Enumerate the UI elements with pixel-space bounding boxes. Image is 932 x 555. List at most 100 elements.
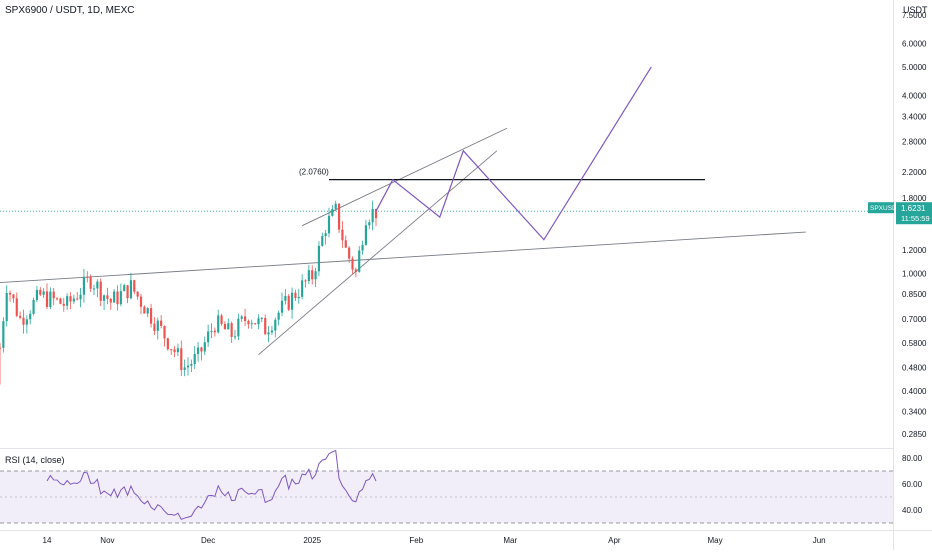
price-pane[interactable] — [0, 0, 893, 448]
candle[interactable] — [280, 300, 284, 313]
candle[interactable] — [12, 294, 15, 299]
candle[interactable] — [149, 308, 153, 324]
candle[interactable] — [22, 317, 25, 325]
candle[interactable] — [96, 281, 99, 289]
candle[interactable] — [230, 323, 233, 337]
trendline-long-baseline[interactable] — [0, 231, 806, 284]
candle[interactable] — [180, 348, 183, 370]
candle[interactable] — [220, 315, 223, 324]
candle[interactable] — [72, 298, 75, 302]
candle[interactable] — [106, 295, 109, 299]
candle[interactable] — [183, 367, 186, 370]
candle[interactable] — [49, 291, 52, 307]
candle[interactable] — [301, 280, 304, 297]
candle[interactable] — [304, 280, 307, 282]
candle[interactable] — [364, 225, 368, 245]
candle[interactable] — [210, 330, 213, 332]
candle[interactable] — [257, 318, 260, 325]
trendline-channel-top[interactable] — [301, 127, 508, 227]
candle[interactable] — [176, 348, 180, 353]
candle[interactable] — [109, 298, 112, 303]
candle[interactable] — [170, 349, 173, 351]
candle[interactable] — [354, 269, 357, 272]
candle[interactable] — [19, 315, 22, 318]
candle[interactable] — [237, 318, 240, 337]
candle[interactable] — [314, 271, 317, 280]
candle[interactable] — [327, 215, 331, 234]
candle[interactable] — [324, 233, 327, 236]
candle[interactable] — [102, 295, 106, 301]
rsi-title[interactable]: RSI (14, close) — [5, 455, 65, 465]
candle[interactable] — [344, 240, 347, 248]
candle[interactable] — [321, 235, 324, 246]
candle[interactable] — [0, 347, 2, 349]
candle[interactable] — [233, 336, 237, 338]
candle[interactable] — [15, 298, 18, 316]
candle[interactable] — [193, 353, 196, 364]
rsi-line[interactable] — [46, 449, 377, 520]
candle[interactable] — [86, 276, 89, 278]
candle[interactable] — [227, 323, 230, 330]
candle[interactable] — [368, 222, 371, 226]
candle[interactable] — [25, 319, 28, 325]
candle[interactable] — [254, 323, 257, 325]
candle[interactable] — [32, 299, 35, 314]
candle[interactable] — [5, 292, 8, 322]
trendline-rising-support[interactable] — [258, 150, 498, 356]
candle[interactable] — [69, 296, 72, 302]
candle[interactable] — [119, 291, 122, 305]
candle[interactable] — [358, 250, 361, 272]
candle[interactable] — [190, 363, 193, 366]
candle[interactable] — [133, 280, 136, 292]
candle[interactable] — [371, 208, 374, 223]
projection-path[interactable] — [375, 66, 652, 241]
candle[interactable] — [163, 326, 166, 339]
candle[interactable] — [79, 294, 82, 300]
candle[interactable] — [136, 291, 139, 297]
candle[interactable] — [55, 298, 59, 300]
candle[interactable] — [240, 316, 243, 319]
candle[interactable] — [348, 247, 351, 259]
candle[interactable] — [156, 320, 159, 331]
candle[interactable] — [200, 347, 203, 352]
candle[interactable] — [361, 244, 364, 251]
candle[interactable] — [52, 291, 55, 299]
candle[interactable] — [374, 208, 378, 219]
candle[interactable] — [334, 203, 337, 209]
last-price-tag[interactable] — [896, 202, 932, 225]
candle[interactable] — [29, 313, 32, 320]
candle[interactable] — [341, 229, 344, 241]
candle[interactable] — [250, 323, 253, 325]
candle[interactable] — [59, 298, 62, 304]
candle[interactable] — [267, 332, 270, 335]
candle[interactable] — [223, 323, 227, 330]
candle[interactable] — [270, 330, 274, 333]
candle[interactable] — [264, 317, 267, 335]
candle[interactable] — [113, 291, 116, 303]
candle[interactable] — [153, 323, 156, 331]
candle[interactable] — [129, 280, 133, 299]
candle[interactable] — [294, 292, 297, 299]
candle[interactable] — [99, 281, 102, 301]
candle[interactable] — [89, 277, 92, 289]
candle[interactable] — [307, 270, 310, 282]
candle[interactable] — [39, 289, 42, 295]
candle[interactable] — [42, 291, 45, 295]
candle[interactable] — [203, 342, 206, 352]
candle[interactable] — [277, 312, 280, 320]
candle[interactable] — [243, 316, 247, 321]
candle[interactable] — [92, 288, 96, 290]
candle[interactable] — [284, 295, 287, 301]
candle[interactable] — [331, 208, 334, 216]
candle[interactable] — [146, 308, 149, 314]
candle[interactable] — [8, 292, 12, 295]
candle[interactable] — [207, 331, 210, 343]
candle[interactable] — [213, 330, 216, 333]
candle[interactable] — [247, 320, 250, 325]
candle[interactable] — [351, 258, 354, 270]
candle[interactable] — [62, 303, 65, 306]
candle[interactable] — [274, 319, 277, 331]
candle[interactable] — [166, 338, 169, 350]
candle[interactable] — [2, 321, 5, 348]
